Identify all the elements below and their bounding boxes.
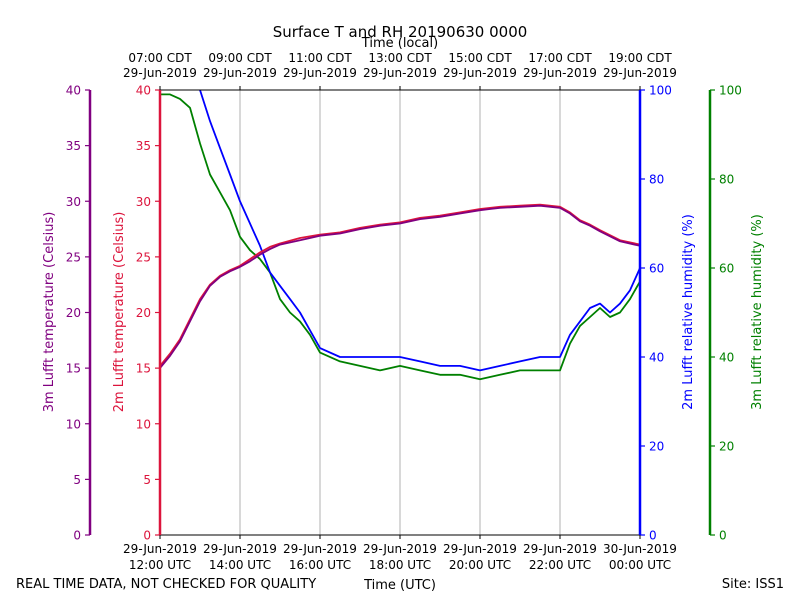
x-tick-label-utc-time: 00:00 UTC [609, 558, 671, 572]
axis-3m-temp-tick-label: 10 [66, 417, 81, 431]
x-tick-label-local-time: 09:00 CDT [208, 51, 272, 65]
axis-3m-temp-tick-label: 15 [66, 362, 81, 376]
series-line-2m-lufft-relative-humidity [199, 90, 640, 372]
axis-2m-temp-tick-label: 5 [143, 473, 151, 487]
left-axis-label-3m-temp: 3m Lufft temperature (Celsius) [42, 212, 57, 413]
x-tick-label-utc-date: 30-Jun-2019 [603, 542, 677, 556]
axis-3m-temp-tick-label: 30 [66, 195, 81, 209]
axis-3m-rh-tick-label: 100 [719, 84, 742, 98]
axis-3m-rh-tick-label: 20 [719, 440, 734, 454]
series-line-3m-lufft-temperature [160, 204, 640, 369]
x-tick-label-utc-time: 14:00 UTC [209, 558, 271, 572]
axis-3m-rh-tick-label: 60 [719, 262, 734, 276]
x-tick-label-local-date: 29-Jun-2019 [523, 66, 597, 80]
axis-3m-temp-tick-label: 25 [66, 250, 81, 264]
chart-title: Surface T and RH 20190630 0000 [273, 23, 528, 41]
axis-3m-temp-tick-label: 40 [66, 84, 81, 98]
axis-2m-rh-tick-label: 0 [649, 529, 657, 543]
axis-2m-temp-tick-label: 20 [136, 306, 151, 320]
axis-2m-temp-tick-label: 25 [136, 250, 151, 264]
site-label: Site: ISS1 [722, 577, 784, 592]
series-line-3m-lufft-relative-humidity [160, 93, 640, 381]
x-tick-label-local-date: 29-Jun-2019 [203, 66, 277, 80]
x-tick-label-local-date: 29-Jun-2019 [363, 66, 437, 80]
axis-2m-rh-tick-label: 80 [649, 173, 664, 187]
x-tick-label-local-time: 13:00 CDT [368, 51, 432, 65]
axes-group: 0 5 10 15 20 25 30 35 40 0 5 10 15 20 25 30 35 40 0 20 40 60 8… [66, 84, 742, 543]
axis-2m-temp-tick-label: 30 [136, 195, 151, 209]
x-tick-label-utc-date: 29-Jun-2019 [523, 542, 597, 556]
x-tick-label-local-time: 07:00 CDT [128, 51, 192, 65]
x-tick-label-local-date: 29-Jun-2019 [123, 66, 197, 80]
axis-3m-temp-tick-label: 5 [73, 473, 81, 487]
axis-2m-temp-tick-label: 40 [136, 84, 151, 98]
axis-2m-temp-tick-label: 35 [136, 139, 151, 153]
axis-3m-temp-tick-label: 35 [66, 139, 81, 153]
x-tick-label-utc-time: 22:00 UTC [529, 558, 591, 572]
axis-3m-temp-tick-label: 20 [66, 306, 81, 320]
x-tick-label-utc-date: 29-Jun-2019 [203, 542, 277, 556]
x-tick-label-utc-date: 29-Jun-2019 [363, 542, 437, 556]
x-tick-label-local-date: 29-Jun-2019 [603, 66, 677, 80]
x-tick-label-utc-date: 29-Jun-2019 [123, 542, 197, 556]
x-tick-label-utc-date: 29-Jun-2019 [283, 542, 357, 556]
axis-3m-rh-tick-label: 0 [719, 529, 727, 543]
axis-2m-rh-tick-label: 100 [649, 84, 672, 98]
series-group [160, 90, 640, 381]
axis-3m-temp-tick-label: 0 [73, 529, 81, 543]
x-tick-label-local-time: 11:00 CDT [288, 51, 352, 65]
top-axis-label: Time (local) [361, 36, 438, 51]
grid [239, 90, 561, 535]
x-ticks-group: 29-Jun-2019 12:00 UTC 29-Jun-2019 14:00 UTC… [123, 51, 677, 572]
x-tick-label-utc-time: 16:00 UTC [289, 558, 351, 572]
axis-2m-rh-tick-label: 40 [649, 351, 664, 365]
right-axis-label-2m-rh: 2m Lufft relative humidity (%) [681, 214, 696, 410]
axis-3m-rh-tick-label: 40 [719, 351, 734, 365]
axis-2m-temp-tick-label: 10 [136, 417, 151, 431]
axis-2m-temp-tick-label: 0 [143, 529, 151, 543]
x-tick-label-utc-time: 12:00 UTC [129, 558, 191, 572]
axis-3m-rh-tick-label: 80 [719, 173, 734, 187]
x-tick-label-local-time: 19:00 CDT [608, 51, 672, 65]
x-tick-label-local-time: 17:00 CDT [528, 51, 592, 65]
x-tick-label-local-date: 29-Jun-2019 [283, 66, 357, 80]
axis-2m-rh-tick-label: 20 [649, 440, 664, 454]
x-axis-label: Time (UTC) [363, 578, 436, 593]
right-axis-label-3m-rh: 3m Lufft relative humidity (%) [750, 214, 765, 410]
x-tick-label-local-time: 15:00 CDT [448, 51, 512, 65]
quality-note: REAL TIME DATA, NOT CHECKED FOR QUALITY [16, 577, 316, 592]
left-axis-label-2m-temp: 2m Lufft temperature (Celsius) [112, 212, 127, 413]
x-tick-label-utc-time: 18:00 UTC [369, 558, 431, 572]
axis-2m-temp-tick-label: 15 [136, 362, 151, 376]
x-tick-label-utc-time: 20:00 UTC [449, 558, 511, 572]
x-tick-label-local-date: 29-Jun-2019 [443, 66, 517, 80]
x-tick-label-utc-date: 29-Jun-2019 [443, 542, 517, 556]
axis-2m-rh-tick-label: 60 [649, 262, 664, 276]
